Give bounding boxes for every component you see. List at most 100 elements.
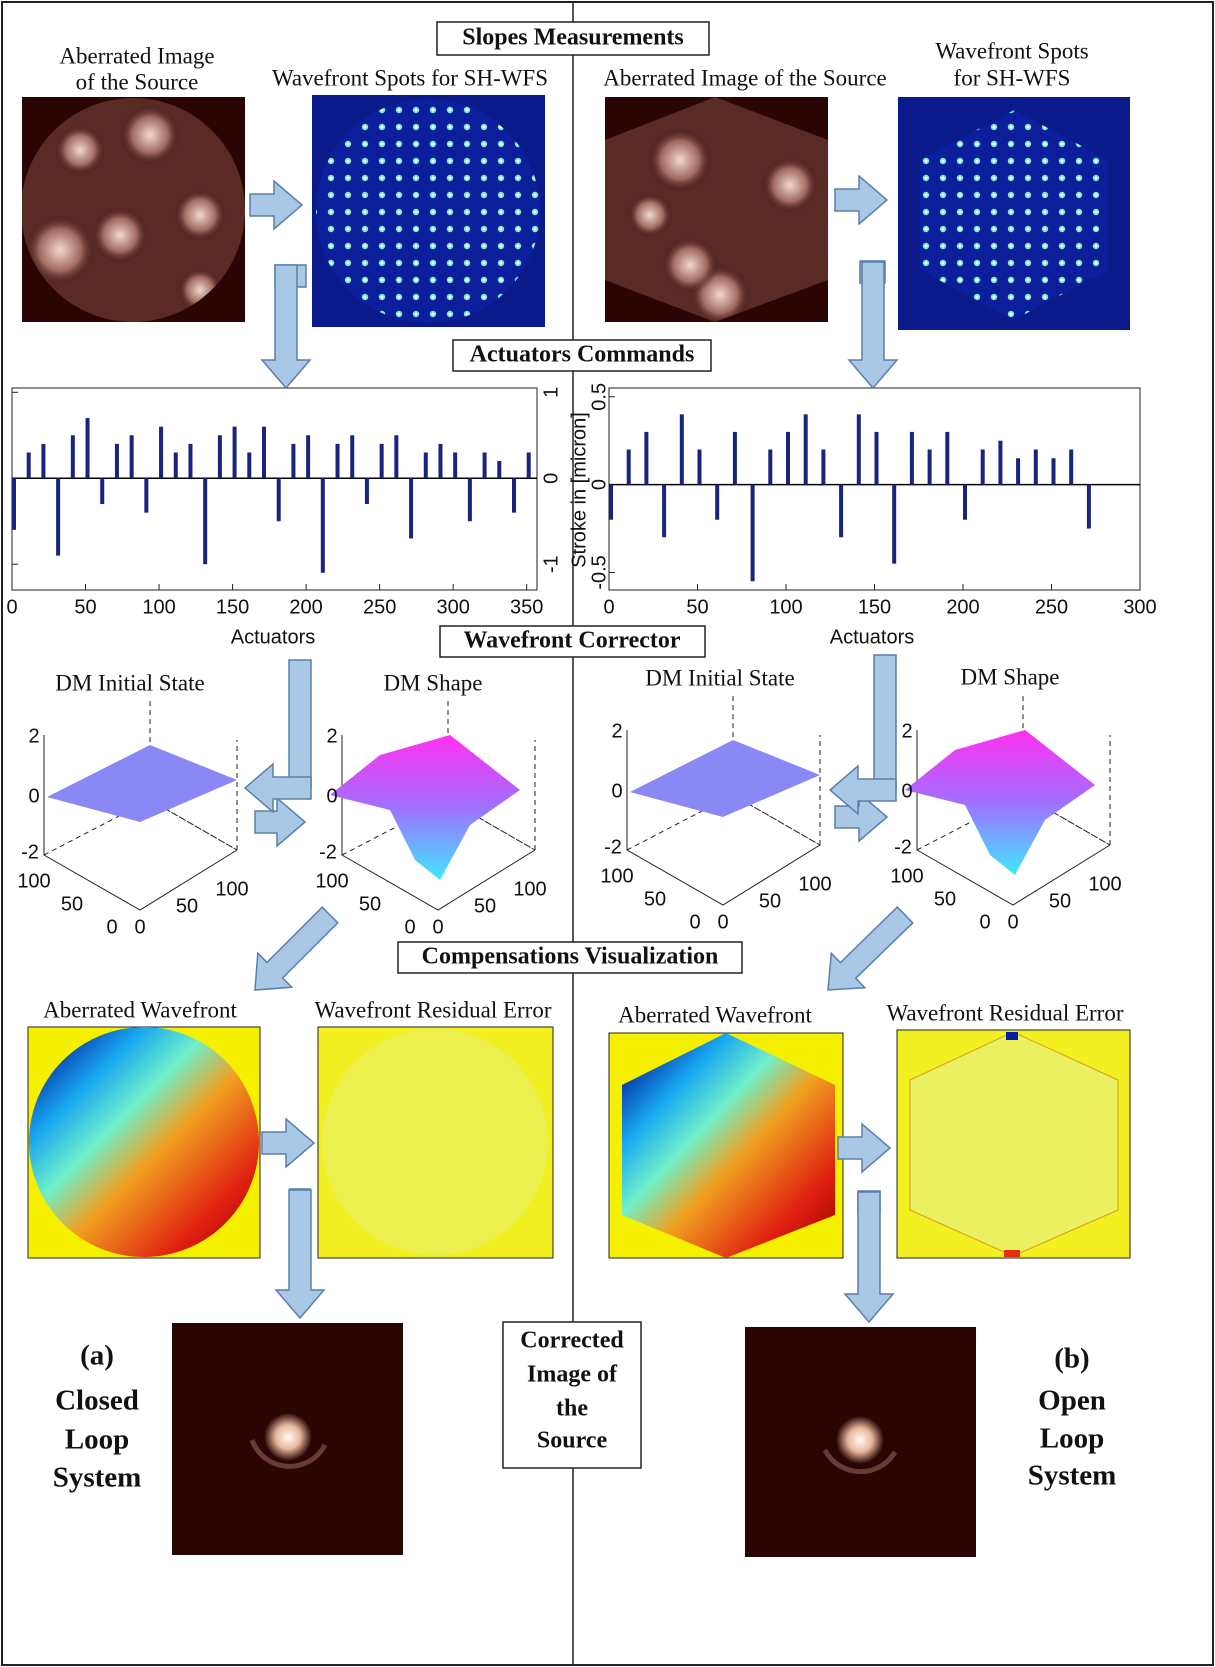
dm-tick-label: 50 [644,888,666,910]
y-tick-label: 0.5 [588,383,610,411]
label: of the Source [76,69,199,94]
label: Aberrated Image [59,43,214,68]
label: DM Shape [383,670,482,695]
dm-surface [630,740,820,817]
bar [27,452,31,478]
bar [928,449,932,484]
bar [365,478,369,504]
plot-area [12,388,537,590]
psf-image [745,1327,976,1557]
x-tick-label: 200 [946,596,979,618]
dm-tick-label: -2 [319,841,337,863]
bar [857,414,861,484]
bar [394,435,398,478]
label: Wavefront Residual Error [886,1000,1123,1025]
arrow [828,907,913,990]
dm-tick-label: 50 [1049,890,1071,912]
source-image [605,97,828,325]
dm-tick-label: 50 [474,895,496,917]
arrow [838,1124,890,1172]
label: DM Initial State [645,665,794,690]
bar [751,485,755,582]
bar [174,452,178,478]
y-axis-label: Stroke in [micron] [568,412,590,568]
residual-map [897,1030,1130,1258]
dm-tick-label: 100 [17,870,50,892]
dm-tick-label: 0 [717,911,728,933]
source-image [22,97,245,322]
panel-tag: (a) [80,1340,114,1372]
arrow [849,262,897,388]
bar [804,414,808,484]
bar [71,435,75,478]
bar [203,478,207,564]
bar [644,432,648,485]
system-label: System [53,1462,142,1494]
label: Wavefront Spots [935,38,1088,63]
dm-surface [47,745,237,822]
center-label: the [556,1396,588,1422]
dm-tick-label: 50 [359,893,381,915]
dm-tick-label: 0 [134,916,145,938]
label: Aberrated Image of the Source [603,65,887,90]
plot-area [609,388,1140,590]
y-tick-label: -1 [540,555,562,573]
x-tick-label: 0 [6,596,17,618]
bar [41,444,45,478]
label: Aberrated Wavefront [43,997,237,1022]
bar [892,485,896,564]
dm-tick-label: 100 [1088,873,1121,895]
label: Wavefront Spots for SH-WFS [272,65,548,90]
center-label: Source [537,1428,608,1454]
dm-surface [330,735,520,880]
arrow [262,1119,314,1167]
bar [910,432,914,485]
bar [945,432,949,485]
bar [144,478,148,512]
system-label: Closed [55,1385,139,1417]
system-label: System [1028,1460,1117,1492]
bar [875,432,879,485]
dm-tick-label: 100 [315,870,348,892]
x-tick-label: 250 [363,596,396,618]
x-tick-label: 0 [603,596,614,618]
x-tick-label: 200 [289,596,322,618]
dm-tick-label: 100 [890,865,923,887]
dm-tick-label: 0 [901,780,912,802]
bar [233,427,237,479]
bar [768,449,772,484]
dm-tick-label: 50 [176,895,198,917]
bar [963,485,967,520]
dm-tick-label: 100 [513,878,546,900]
bar [409,478,413,538]
dm-tick-label: 100 [600,865,633,887]
bar [159,427,163,479]
dm-surface [905,730,1095,875]
y-tick-label: 1 [540,387,562,398]
arrow [845,1192,893,1322]
spots-image [898,97,1130,330]
panel-tag: (b) [1054,1343,1089,1375]
label: Aberrated Wavefront [618,1002,812,1027]
bar [998,441,1002,485]
bar [662,485,666,538]
dm-tick-label: 0 [611,780,622,802]
psf-image [172,1323,403,1555]
charts: Actuators Actuators Stroke in [micron] -… [6,383,1156,648]
section-title: Wavefront Corrector [463,628,680,654]
dm-tick-label: 0 [106,916,117,938]
bar [291,444,295,478]
dm-tick-label: 0 [404,916,415,938]
label: DM Initial State [55,670,204,695]
center-label: Corrected [520,1328,624,1354]
bar [1034,449,1038,484]
system-label: Loop [65,1424,129,1456]
bar [336,444,340,478]
bar [453,452,457,478]
x-tick-label: 250 [1035,596,1068,618]
system-label: Loop [1040,1423,1104,1455]
bar [188,444,192,478]
bar [321,478,325,573]
dm-tick-label: 2 [901,720,912,742]
